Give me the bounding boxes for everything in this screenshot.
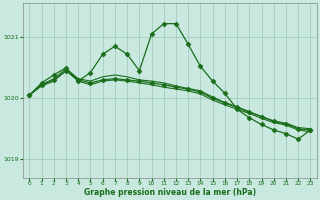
X-axis label: Graphe pression niveau de la mer (hPa): Graphe pression niveau de la mer (hPa) (84, 188, 256, 197)
